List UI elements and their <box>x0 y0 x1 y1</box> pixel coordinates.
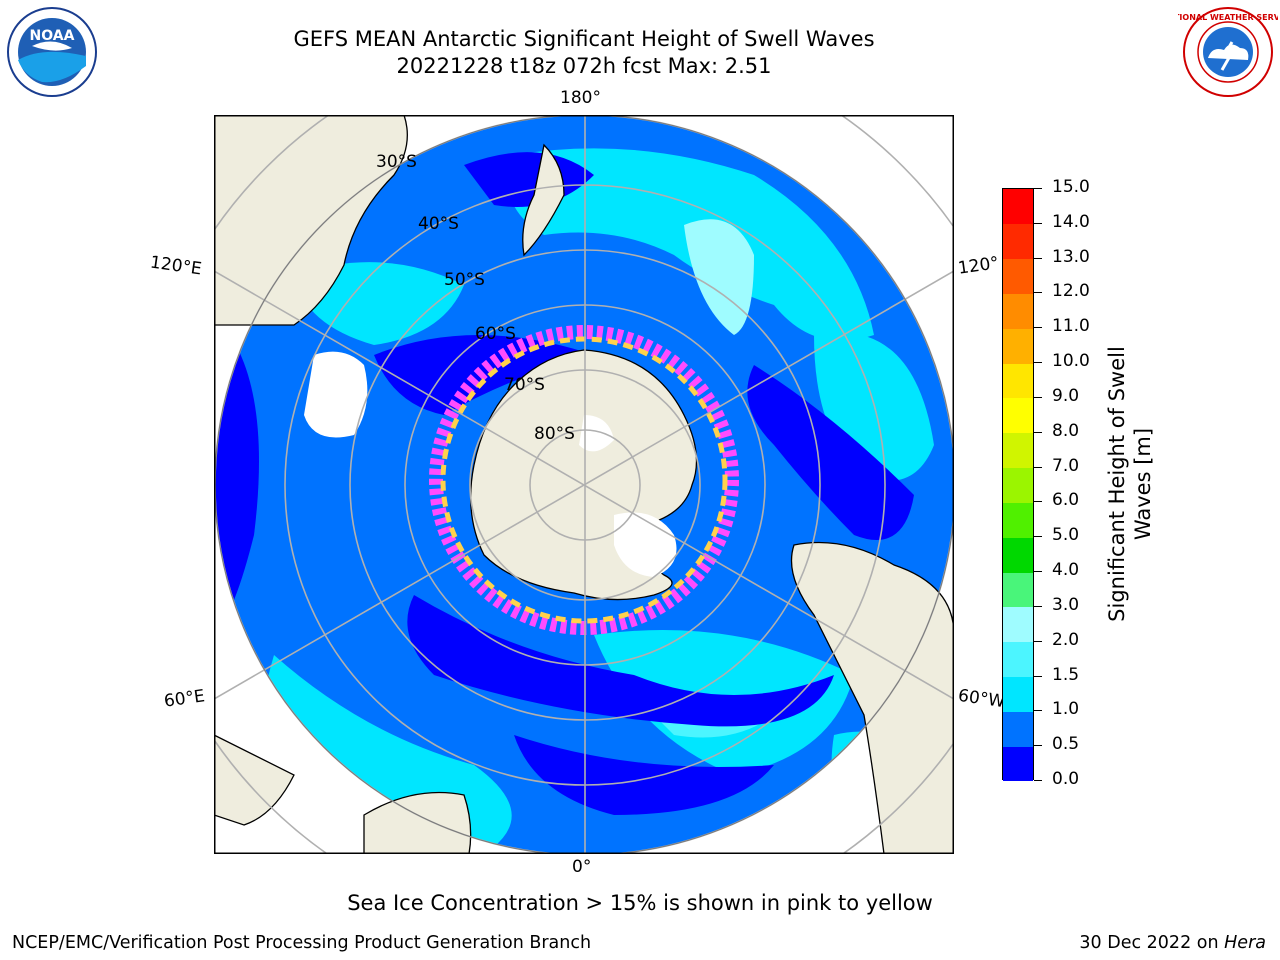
colorbar-segment <box>1003 328 1033 364</box>
colorbar-tick <box>1034 188 1042 189</box>
svg-text:NOAA: NOAA <box>30 28 75 44</box>
lon-label-120e: 120°E <box>148 252 203 280</box>
footer-machine: Hera <box>1224 933 1266 953</box>
lat-label-40: 40°S <box>418 214 459 234</box>
australia-land <box>214 115 408 326</box>
colorbar-tick-label: 15.0 <box>1052 177 1090 197</box>
colorbar-tick-label: 1.0 <box>1052 699 1080 720</box>
lon-label-120w: 120° <box>956 253 1001 279</box>
colorbar-tick-label: 8.0 <box>1052 420 1080 441</box>
colorbar-tick <box>1034 780 1042 781</box>
colorbar-tick <box>1034 396 1042 398</box>
colorbar-tick-label: 13.0 <box>1052 246 1090 267</box>
colorbar-label: Significant Height of Swell Waves [m] <box>1105 346 1155 622</box>
colorbar-segment <box>1003 432 1033 469</box>
lat-label-30: 30°S <box>376 152 417 172</box>
footer-date-text: 30 Dec 2022 on <box>1079 933 1219 953</box>
colorbar-tick-label: 2.0 <box>1052 629 1080 650</box>
colorbar-tick <box>1034 222 1042 224</box>
colorbar-tick <box>1034 431 1042 433</box>
colorbar-segment <box>1003 258 1033 294</box>
colorbar-segment <box>1003 711 1033 747</box>
colorbar-tick <box>1034 501 1042 503</box>
colorbar-tick-label: 7.0 <box>1052 455 1080 476</box>
colorbar-tick <box>1034 605 1042 607</box>
colorbar-tick-label: 12.0 <box>1052 281 1090 302</box>
colorbar-tick-label: 1.5 <box>1052 664 1080 685</box>
colorbar-tick <box>1034 327 1042 329</box>
sea-ice-caption: Sea Ice Concentration > 15% is shown in … <box>347 891 933 915</box>
colorbar-tick-label: 10.0 <box>1052 351 1090 372</box>
colorbar-tick <box>1034 571 1042 573</box>
colorbar-tick <box>1034 257 1042 259</box>
colorbar-tick-label: 5.0 <box>1052 525 1080 546</box>
title-line-1: GEFS MEAN Antarctic Significant Height o… <box>293 27 875 51</box>
colorbar-segment <box>1003 467 1033 503</box>
noaa-logo-icon: NOAA <box>2 6 102 98</box>
colorbar-tick-label: 11.0 <box>1052 316 1090 337</box>
colorbar-tick-label: 3.0 <box>1052 594 1080 615</box>
map-frame <box>214 115 954 854</box>
madagascar-land <box>214 734 295 826</box>
colorbar-segment <box>1003 746 1033 782</box>
colorbar-tick <box>1034 362 1042 364</box>
colorbar-tick <box>1034 292 1042 294</box>
new-zealand-land <box>522 143 565 257</box>
colorbar-tick <box>1034 536 1042 538</box>
lat-label-80: 80°S <box>534 424 575 444</box>
colorbar-segment <box>1003 293 1033 329</box>
colorbar-tick-label: 9.0 <box>1052 385 1080 406</box>
south-america-land <box>790 541 954 854</box>
colorbar-tick-label: 4.0 <box>1052 560 1080 581</box>
colorbar-segment <box>1003 606 1033 643</box>
title-line-2: 20221228 t18z 072h fcst Max: 2.51 <box>396 54 772 78</box>
footer-credit: NCEP/EMC/Verification Post Processing Pr… <box>12 933 592 953</box>
colorbar-tick-label: 6.0 <box>1052 490 1080 511</box>
footer-date: 30 Dec 2022 on Hera <box>1079 933 1266 953</box>
colorbar-segment <box>1003 502 1033 538</box>
colorbar-tick-label: 14.0 <box>1052 211 1090 232</box>
polar-map <box>214 115 954 854</box>
sea-ice-ring <box>429 325 739 635</box>
colorbar-tick <box>1034 745 1042 747</box>
colorbar-segment <box>1003 189 1033 225</box>
national-weather-service-logo-icon: NATIONAL WEATHER SERVICE <box>1162 6 1280 98</box>
colorbar-tick <box>1034 710 1042 712</box>
lon-label-60w: 60°W <box>956 685 1007 713</box>
colorbar-segment <box>1003 676 1033 712</box>
colorbar-tick-label: 0.0 <box>1052 769 1080 789</box>
lat-label-50: 50°S <box>444 270 485 290</box>
colorbar <box>1002 188 1034 782</box>
colorbar-tick-label: 0.5 <box>1052 734 1080 755</box>
lat-label-70: 70°S <box>504 375 545 395</box>
colorbar-tick <box>1034 466 1042 468</box>
svg-text:NATIONAL WEATHER SERVICE: NATIONAL WEATHER SERVICE <box>1178 13 1278 22</box>
lon-label-0: 0° <box>572 857 592 877</box>
colorbar-segment <box>1003 223 1033 260</box>
colorbar-segment <box>1003 363 1033 399</box>
lon-label-60e: 60°E <box>162 686 207 712</box>
colorbar-segment <box>1003 641 1033 678</box>
chart-title: GEFS MEAN Antarctic Significant Height o… <box>214 26 954 80</box>
colorbar-tick <box>1034 675 1042 677</box>
colorbar-segment <box>1003 397 1033 434</box>
lat-label-60: 60°S <box>475 324 516 344</box>
colorbar-segment <box>1003 572 1033 608</box>
colorbar-tick <box>1034 640 1042 642</box>
lon-label-180: 180° <box>560 88 601 108</box>
colorbar-segment <box>1003 537 1033 573</box>
